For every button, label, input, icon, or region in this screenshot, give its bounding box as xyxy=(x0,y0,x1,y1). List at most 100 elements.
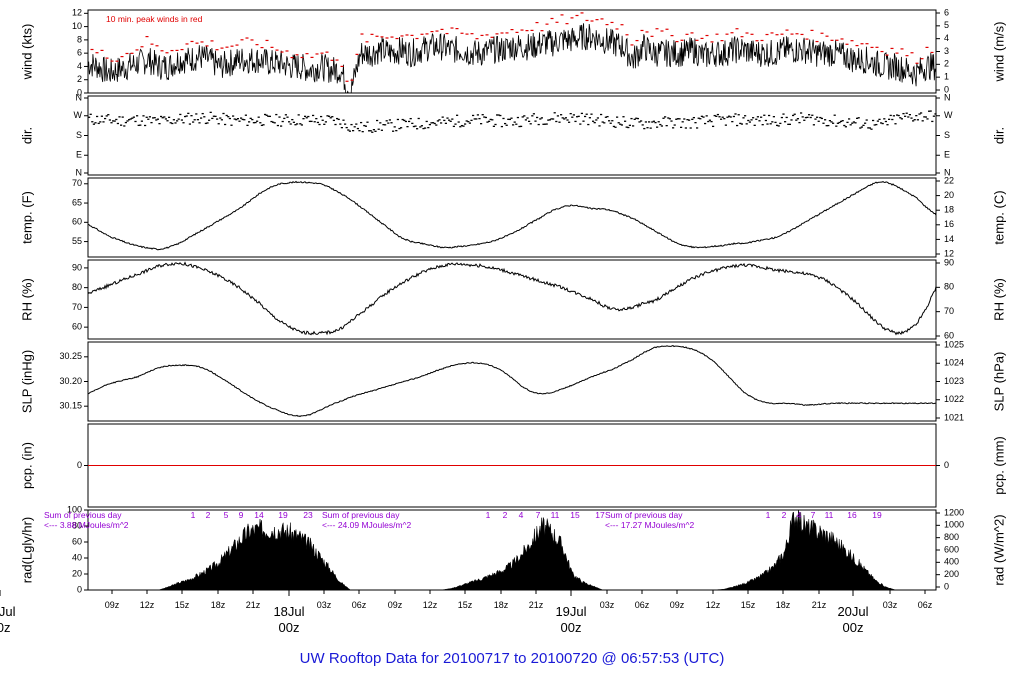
direction-point xyxy=(659,123,662,126)
left-tick-label: N xyxy=(76,92,83,102)
direction-point xyxy=(643,127,646,130)
left-tick-label: 30.25 xyxy=(59,351,82,361)
direction-point xyxy=(166,120,169,122)
direction-point xyxy=(380,129,383,131)
direction-point xyxy=(150,121,153,124)
direction-point xyxy=(604,116,607,118)
direction-point xyxy=(611,120,614,122)
direction-point xyxy=(771,121,774,123)
direction-point xyxy=(513,121,516,123)
direction-point xyxy=(280,125,283,127)
direction-point xyxy=(318,123,321,126)
direction-point xyxy=(896,114,899,116)
direction-point xyxy=(360,121,363,124)
direction-point xyxy=(91,121,94,123)
direction-point xyxy=(579,123,582,125)
direction-point xyxy=(900,118,903,120)
direction-point xyxy=(459,126,462,128)
right-tick-label: 0 xyxy=(944,581,949,591)
direction-points xyxy=(88,110,937,133)
right-tick-label: 16 xyxy=(944,219,954,229)
direction-point xyxy=(660,125,663,127)
direction-point xyxy=(838,121,841,124)
hour-marker: 11 xyxy=(825,510,834,520)
ylabel-right-wind: wind (m/s) xyxy=(991,22,1006,83)
direction-point xyxy=(684,127,687,129)
direction-point xyxy=(921,120,924,122)
direction-point xyxy=(649,127,652,129)
direction-point xyxy=(528,120,531,122)
direction-point xyxy=(627,126,630,129)
direction-point xyxy=(526,117,529,119)
hour-marker: 9 xyxy=(239,510,244,520)
direction-point xyxy=(286,116,289,118)
direction-point xyxy=(796,118,799,120)
direction-point xyxy=(864,122,867,124)
direction-point xyxy=(876,120,879,122)
direction-point xyxy=(131,117,134,119)
direction-point xyxy=(190,115,193,117)
direction-point xyxy=(625,126,628,128)
direction-point xyxy=(321,119,324,121)
direction-point xyxy=(115,118,118,121)
direction-point xyxy=(929,110,932,112)
direction-point xyxy=(176,120,179,122)
day-hour-label: 00z xyxy=(843,620,864,635)
direction-point xyxy=(259,122,262,124)
direction-point xyxy=(521,116,524,118)
direction-point xyxy=(379,122,382,124)
direction-point xyxy=(366,121,369,123)
direction-point xyxy=(691,118,694,120)
direction-point xyxy=(348,130,351,132)
direction-point xyxy=(830,121,833,123)
direction-point xyxy=(97,122,100,125)
direction-point xyxy=(243,119,246,121)
direction-point xyxy=(801,116,804,118)
slp-trace xyxy=(87,345,937,418)
direction-point xyxy=(267,115,270,117)
direction-point xyxy=(235,119,238,121)
hour-tick-label: 12z xyxy=(706,600,721,610)
direction-point xyxy=(646,127,649,129)
direction-point xyxy=(569,112,572,115)
direction-point xyxy=(137,124,140,127)
radiation-area xyxy=(88,509,936,591)
direction-point xyxy=(788,123,791,125)
direction-point xyxy=(728,115,731,117)
direction-point xyxy=(254,121,257,124)
direction-point xyxy=(374,130,377,132)
direction-point xyxy=(755,118,758,120)
right-tick-label: E xyxy=(944,150,950,160)
hour-marker: 1 xyxy=(486,510,491,520)
hour-tick-label: 21z xyxy=(812,600,827,610)
direction-point xyxy=(492,125,495,127)
direction-point xyxy=(436,120,439,122)
direction-point xyxy=(371,131,374,133)
hour-marker: 23 xyxy=(303,510,313,520)
ylabel-left-dir: dir. xyxy=(19,127,34,144)
direction-point xyxy=(721,116,724,118)
direction-point xyxy=(116,122,119,125)
direction-point xyxy=(390,122,393,124)
direction-point xyxy=(139,124,142,126)
direction-point xyxy=(726,116,729,118)
day-label: 18Jul xyxy=(273,604,304,619)
direction-point xyxy=(107,114,110,116)
direction-point xyxy=(907,116,910,118)
direction-point xyxy=(283,117,286,120)
direction-point xyxy=(865,119,868,121)
direction-point xyxy=(804,116,807,119)
direction-point xyxy=(550,118,553,120)
direction-point xyxy=(478,117,481,120)
daily-sum-value: <--- 17.27 MJoules/m^2 xyxy=(605,520,695,530)
direction-point xyxy=(843,124,846,127)
direction-point xyxy=(888,118,891,120)
direction-point xyxy=(718,116,721,118)
direction-point xyxy=(593,122,596,124)
left-tick-label: 80 xyxy=(72,282,82,292)
direction-point xyxy=(124,121,127,124)
direction-point xyxy=(401,118,404,121)
direction-point xyxy=(200,117,203,119)
right-tick-label: 12 xyxy=(944,248,954,258)
direction-point xyxy=(265,114,268,116)
